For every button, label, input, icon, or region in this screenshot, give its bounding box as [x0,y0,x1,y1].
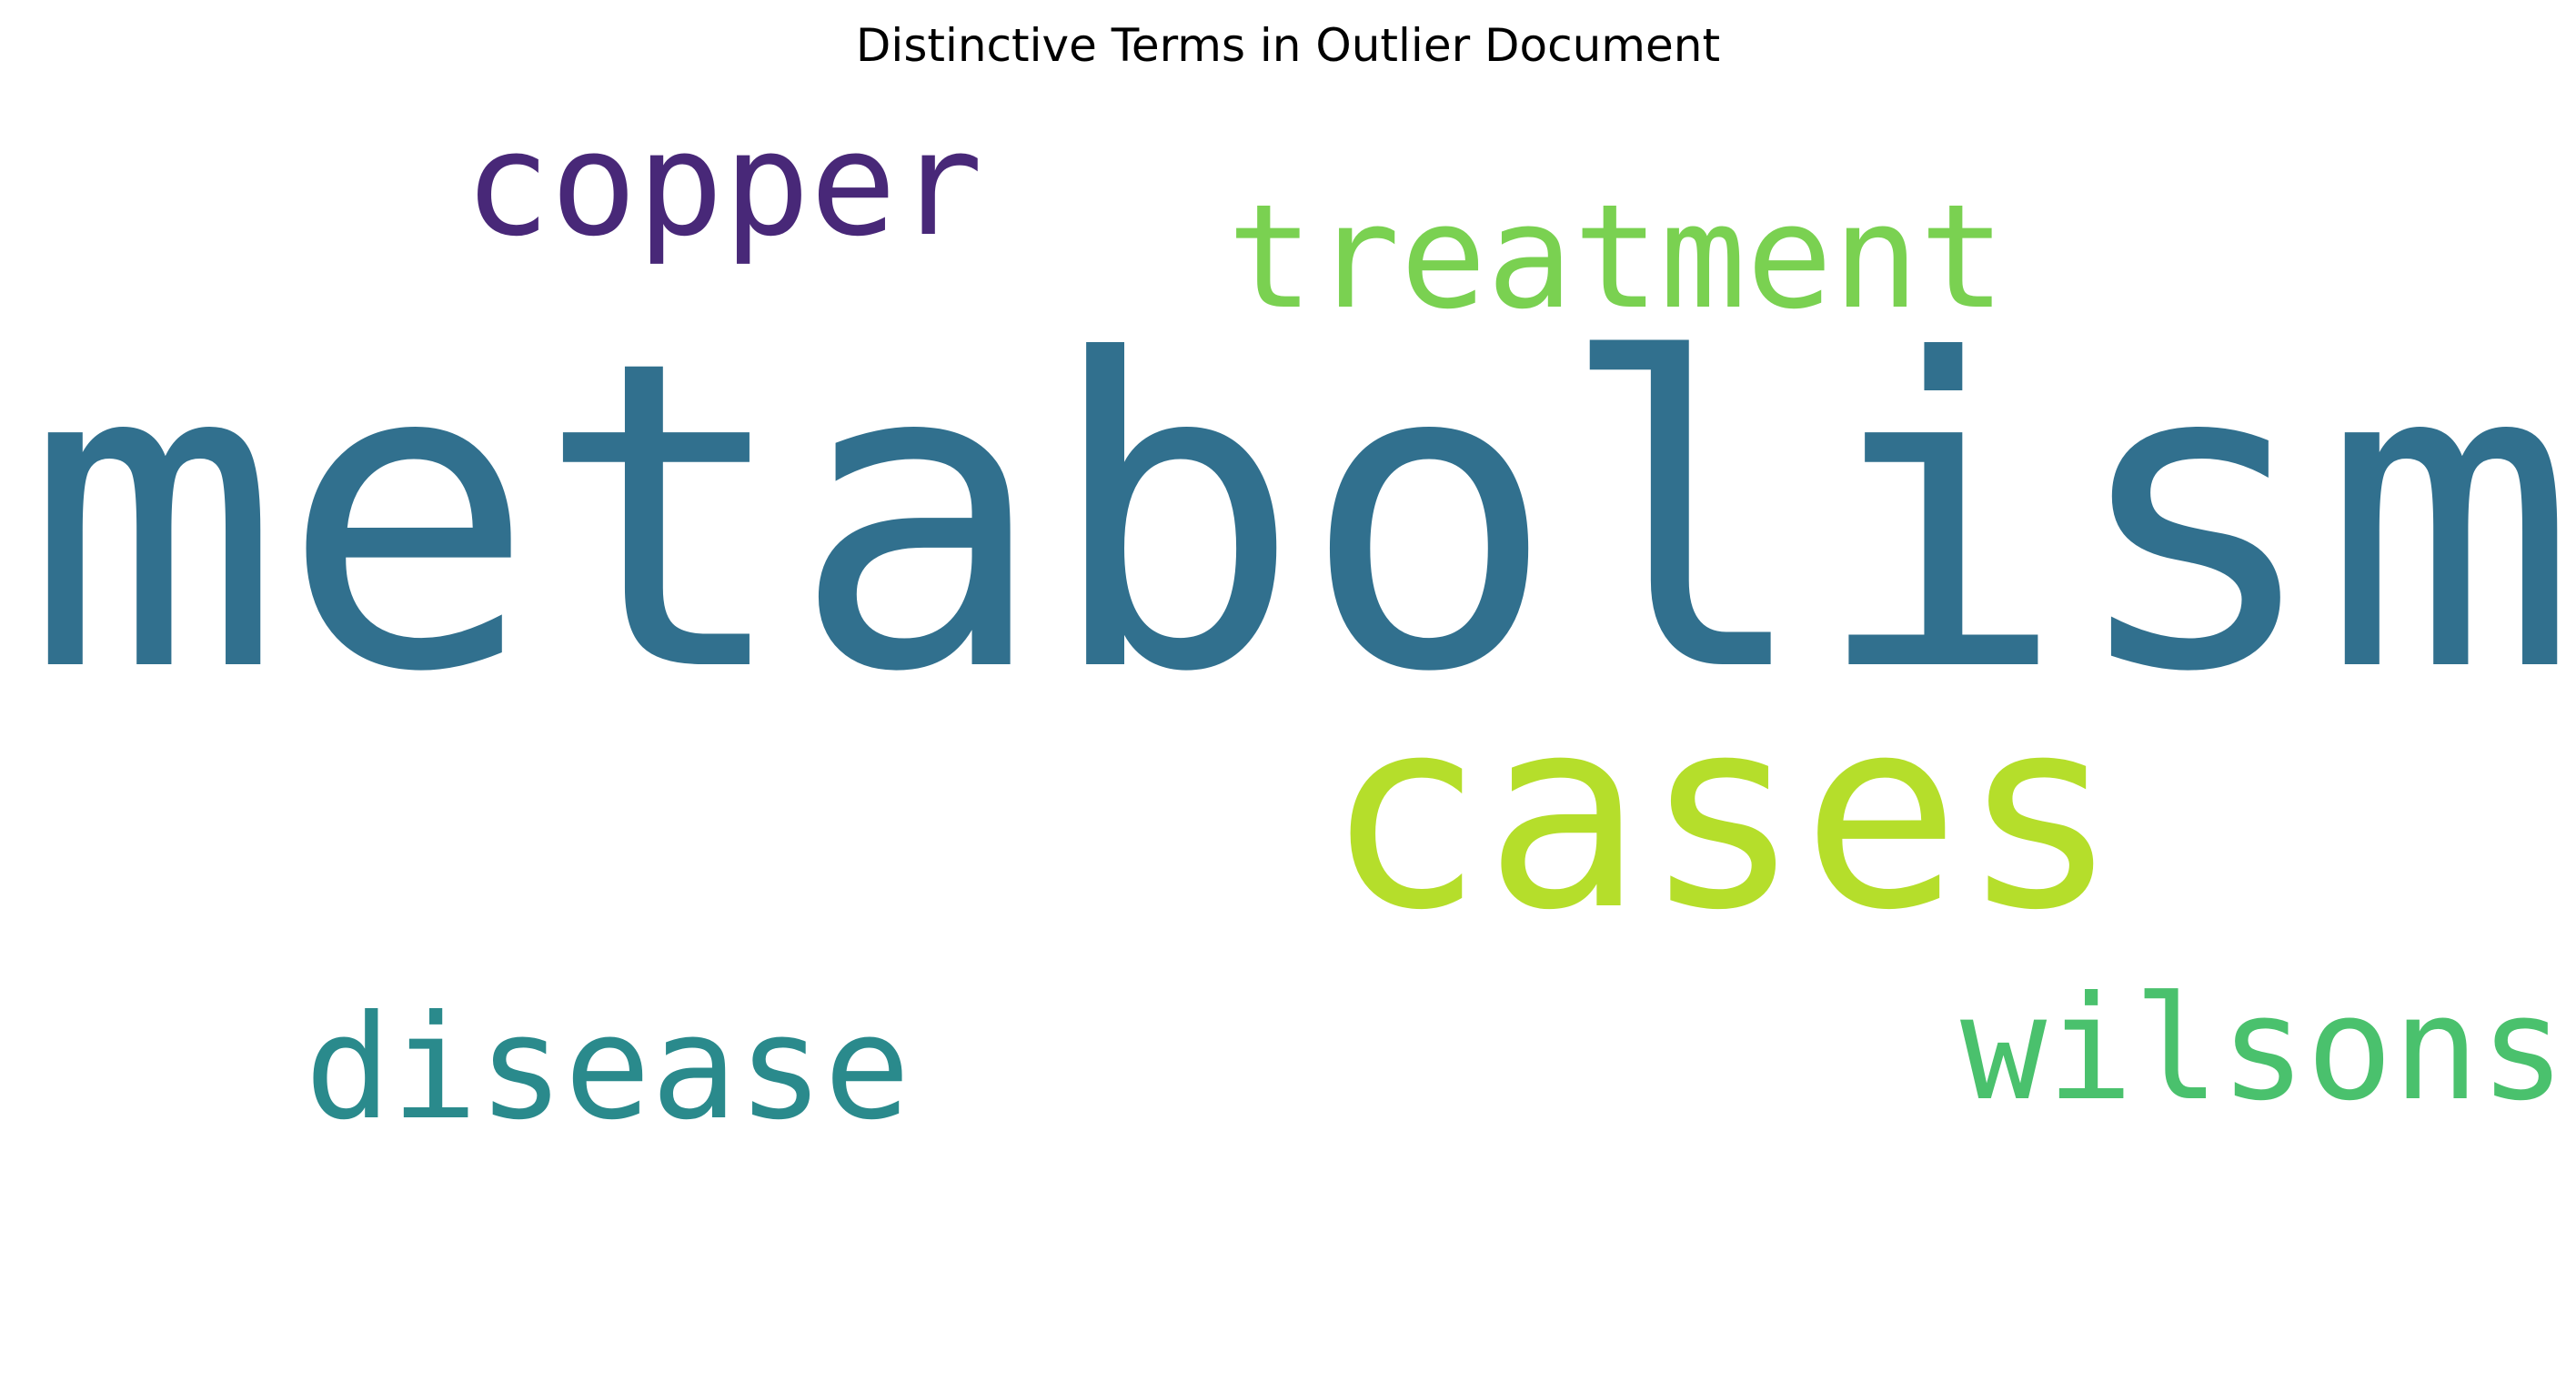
word-metabolism: metabolism [25,270,2576,764]
word-wilsons: wilsons [1960,965,2566,1133]
word-treatment: treatment [1227,174,2006,341]
chart-title: Distinctive Terms in Outlier Document [855,19,1721,72]
word-copper: copper [464,101,983,268]
word-cases: cases [1325,661,2119,968]
word-disease: disease [305,984,911,1152]
